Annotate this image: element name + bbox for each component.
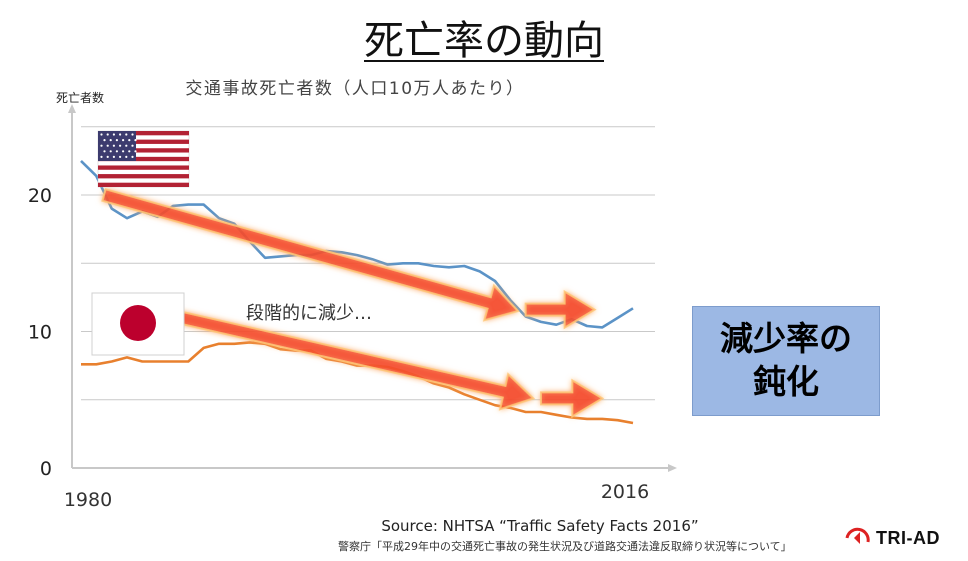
slowdown-callout-box: 減少率の 鈍化 [692,306,880,416]
jp-decline-arrow [155,305,536,411]
tri-ad-logo: TRI-AD [842,524,960,554]
x-tick-label-start: 1980 [64,489,112,511]
us-fatality-series-line [80,159,634,329]
x-axis-arrowhead [668,464,677,472]
tri-ad-logo-text: TRI-AD [876,528,940,548]
source-citation-npa: 警察庁「平成29年中の交通死亡事故の発生状況及び道路交通法違反取締り状況等につい… [338,540,792,553]
slide-title: 死亡率の動向 [364,18,604,64]
callout-text: 減少率の 鈍化 [720,319,852,401]
y-tick-label: 10 [28,322,52,344]
jp-plateau-arrow [540,378,605,419]
y-tick-label: 20 [28,185,52,207]
jp-fatality-series-line [81,341,634,425]
tri-ad-logo-mark-icon [845,527,870,544]
chart-title: 交通事故死亡者数（人口10万人あたり） [185,79,524,99]
y-tick-label: 0 [40,458,52,480]
y-axis-label: 死亡者数 [56,90,104,105]
us-decline-arrow [101,187,520,322]
us-flag-icon [97,130,190,188]
us-plateau-arrow [524,289,597,330]
y-axis-arrowhead [68,104,76,113]
source-citation: Source: NHTSA “Traffic Safety Facts 2016… [381,517,699,535]
annotation-gradual-decrease: 段階的に減少… [246,303,372,324]
jp-flag-icon [91,292,185,356]
x-tick-label-end: 2016 [601,481,649,503]
